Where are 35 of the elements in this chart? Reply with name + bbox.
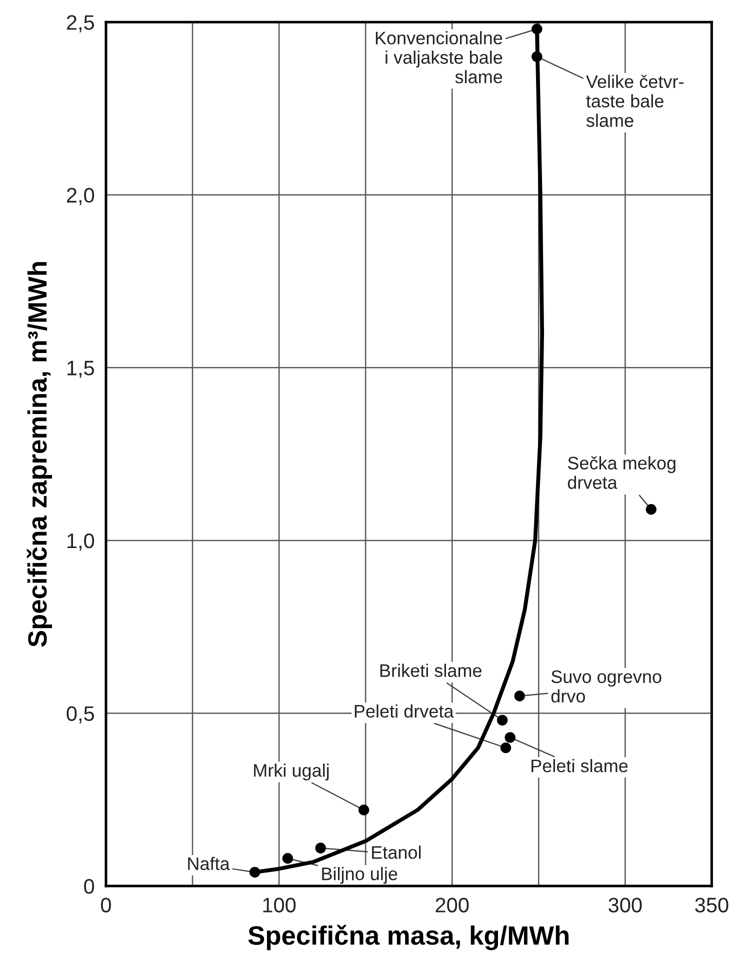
- annotation: Peleti slame: [532, 759, 628, 772]
- y-axis-title: Specifična zapremina, m³/MWh: [26, 262, 52, 647]
- x-axis-title: Specifična masa, kg/MWh: [248, 924, 569, 950]
- point: [514, 690, 525, 702]
- point: [282, 853, 294, 864]
- annotation: Nafta: [188, 856, 230, 870]
- x-tick-label: 0: [101, 898, 111, 912]
- y-tick-label: 2,5: [66, 15, 94, 32]
- point: [500, 742, 512, 754]
- annotation: Velike četvr- taste bale slame: [586, 74, 684, 127]
- y-tick-label: 0: [84, 879, 94, 894]
- x-tick-label: 300: [608, 898, 642, 912]
- x-tick-label: 100: [263, 898, 296, 912]
- point: [504, 732, 516, 743]
- annotation: Peleti drveta: [354, 704, 454, 718]
- y-tick-label: 1,0: [68, 533, 94, 551]
- x-tick-label: 200: [436, 898, 469, 912]
- annotation: Konvencionalne i valjakste bale slame: [376, 31, 502, 84]
- point: [249, 866, 260, 878]
- y-tick-label: 0,5: [66, 706, 94, 724]
- annotation: Suvo ogrevno drvo: [551, 670, 662, 703]
- y-tick-label: 2,0: [66, 188, 94, 206]
- point: [532, 51, 542, 62]
- point: [532, 24, 542, 34]
- point: [358, 804, 370, 816]
- annotation: Mrki ugalj: [254, 764, 329, 780]
- point: [646, 504, 656, 515]
- annotation: Biljno ulje: [322, 866, 398, 884]
- annotation: Briketi slame: [380, 664, 482, 678]
- point: [496, 714, 508, 726]
- y-tick-label: 1,5: [68, 360, 94, 378]
- point: [315, 842, 326, 854]
- x-tick-label: 350: [695, 898, 728, 912]
- annotation: Sečka mekog drveta: [568, 456, 676, 489]
- annotation: Etanol: [372, 846, 421, 859]
